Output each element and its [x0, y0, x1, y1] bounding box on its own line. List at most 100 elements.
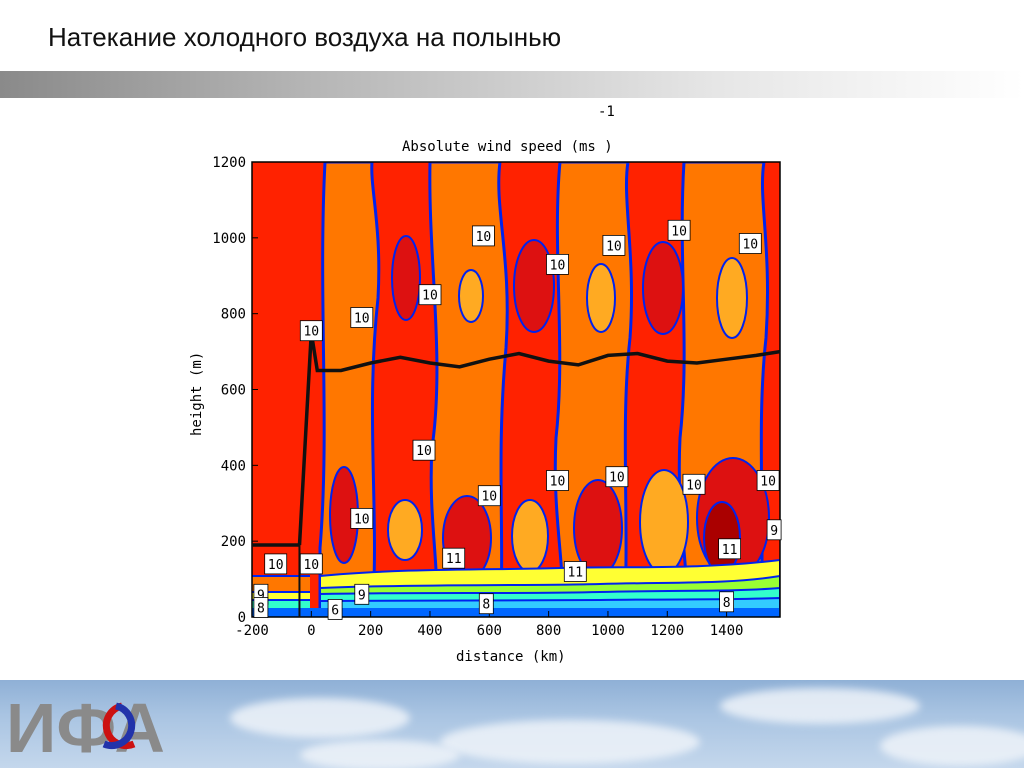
contour-label-box — [350, 307, 374, 328]
x-tick-label: 600 — [477, 623, 502, 639]
contour-label-box — [719, 591, 734, 613]
contour-label-text: 10 — [609, 471, 625, 486]
contour-label-text: 10 — [416, 444, 432, 459]
slide-title: Натекание холодного воздуха на полынью — [48, 22, 562, 52]
contour-label: 10 — [605, 466, 629, 488]
contour-label-text: 10 — [606, 239, 622, 254]
contour-label: 9 — [354, 583, 370, 605]
x-axis: -200 0 200 400 600 800 1000 1200 1400 — [235, 611, 743, 639]
y-tick-label: 0 — [238, 610, 246, 626]
contour-label: 10 — [738, 233, 762, 254]
contour-label: 10 — [756, 470, 780, 491]
contour-label: 6 — [327, 598, 343, 620]
contour-label: 10 — [350, 507, 374, 529]
contour-label-box — [418, 284, 442, 306]
contour-label-text: 6 — [331, 603, 339, 618]
chart-title-superscript: -1 — [598, 104, 615, 120]
contour-label-box — [546, 470, 569, 491]
x-tick-label: 200 — [358, 623, 383, 639]
contour-label-text: 9 — [358, 588, 366, 603]
contour-label-text: 10 — [303, 325, 319, 340]
contour-label: 11 — [563, 561, 587, 582]
contour-field — [252, 162, 780, 617]
contour-label-box — [471, 225, 495, 247]
contour-label-text: 10 — [742, 238, 758, 253]
contour-label: 10 — [264, 553, 288, 575]
contour-label: 10 — [667, 219, 691, 241]
x-tick-label: 1200 — [650, 623, 684, 639]
contour-label-text: 10 — [671, 224, 687, 239]
x-tick-label: -200 — [235, 623, 269, 639]
contour-label-text: 10 — [422, 289, 438, 304]
x-tick-label: 400 — [417, 623, 442, 639]
contour-label-box — [738, 233, 762, 254]
contour-label: 11 — [718, 538, 741, 560]
logo-red-arc-icon — [102, 702, 136, 750]
contour-label-box — [563, 561, 587, 582]
contour-label-text: 11 — [722, 543, 738, 558]
contour-label: 10 — [682, 473, 706, 495]
contour-label-text: 10 — [550, 258, 566, 273]
contour-label: 8 — [253, 597, 269, 618]
contour-label: 10 — [412, 439, 436, 461]
contour-label: 10 — [299, 320, 323, 342]
contour-label: 10 — [546, 470, 569, 491]
chart-svg: -1 Absolute wind speed (ms ) — [189, 104, 782, 665]
y-tick-label: 400 — [221, 458, 246, 474]
contour-label-box — [327, 598, 343, 620]
y-tick-label: 1200 — [212, 155, 246, 171]
contour-label-text: 10 — [481, 490, 497, 505]
contour-label: 8 — [478, 593, 494, 615]
x-tick-label: 1000 — [591, 623, 625, 639]
contour-label-box — [442, 547, 466, 569]
contour-label-text: 10 — [268, 558, 284, 573]
contour-label-box — [350, 507, 374, 529]
contour-label-box — [253, 597, 269, 618]
contour-label: 10 — [299, 553, 323, 575]
contour-label: 9 — [766, 519, 782, 541]
y-tick-label: 800 — [221, 307, 246, 323]
contour-label-box — [756, 470, 780, 491]
contour-label-box — [682, 473, 706, 495]
contour-label-text: 10 — [354, 512, 370, 527]
x-tick-label: 1400 — [710, 623, 744, 639]
contour-label-box — [264, 553, 288, 575]
contour-label-box — [718, 538, 741, 560]
contour-label-box — [605, 466, 629, 488]
contour-label: 10 — [471, 225, 495, 247]
contour-label-box — [477, 485, 501, 507]
contour-label-text: 10 — [354, 312, 370, 327]
boundary-layer-height-line — [252, 332, 781, 617]
contour-label: 8 — [719, 591, 734, 613]
contour-label-box — [602, 234, 626, 256]
logo-blue-arc-icon — [102, 702, 136, 750]
footer-banner: ИФА — [0, 680, 1024, 768]
contour-label-text: 8 — [482, 598, 490, 613]
contour-labels: 10 10 10 10 10 10 10 10 10 10 10 10 10 10 10 10 10 11 11 11… — [253, 219, 782, 620]
contour-label-box — [478, 593, 494, 615]
contour-label: 10 — [418, 284, 442, 306]
wind-speed-chart: -1 Absolute wind speed (ms ) — [0, 98, 1024, 683]
x-tick-label: 800 — [536, 623, 561, 639]
contour-label: 10 — [350, 307, 374, 328]
logo-letters: ИФА — [6, 689, 165, 764]
contour-label-text: 10 — [760, 475, 776, 490]
organization-logo: ИФА — [6, 689, 165, 764]
y-axis: 0 200 400 600 800 1000 1200 — [212, 155, 258, 626]
contour-label-box — [546, 253, 569, 275]
y-tick-label: 1000 — [212, 231, 246, 247]
x-axis-label: distance (km) — [456, 649, 566, 665]
contour-label-box — [412, 439, 436, 461]
chart-title: Absolute wind speed (ms ) — [402, 139, 613, 155]
contour-label-box — [299, 320, 323, 342]
contour-label-text: 9 — [257, 588, 265, 603]
contour-label: 11 — [442, 547, 466, 569]
y-axis-label: height (m) — [189, 352, 205, 436]
contour-label-text: 8 — [723, 596, 731, 611]
contour-label: 10 — [546, 253, 569, 275]
contour-label-text: 11 — [446, 552, 462, 567]
contour-label: 10 — [602, 234, 626, 256]
contour-label-box — [354, 583, 370, 605]
contour-label-text: 10 — [303, 558, 319, 573]
contour-label-text: 10 — [476, 230, 492, 245]
